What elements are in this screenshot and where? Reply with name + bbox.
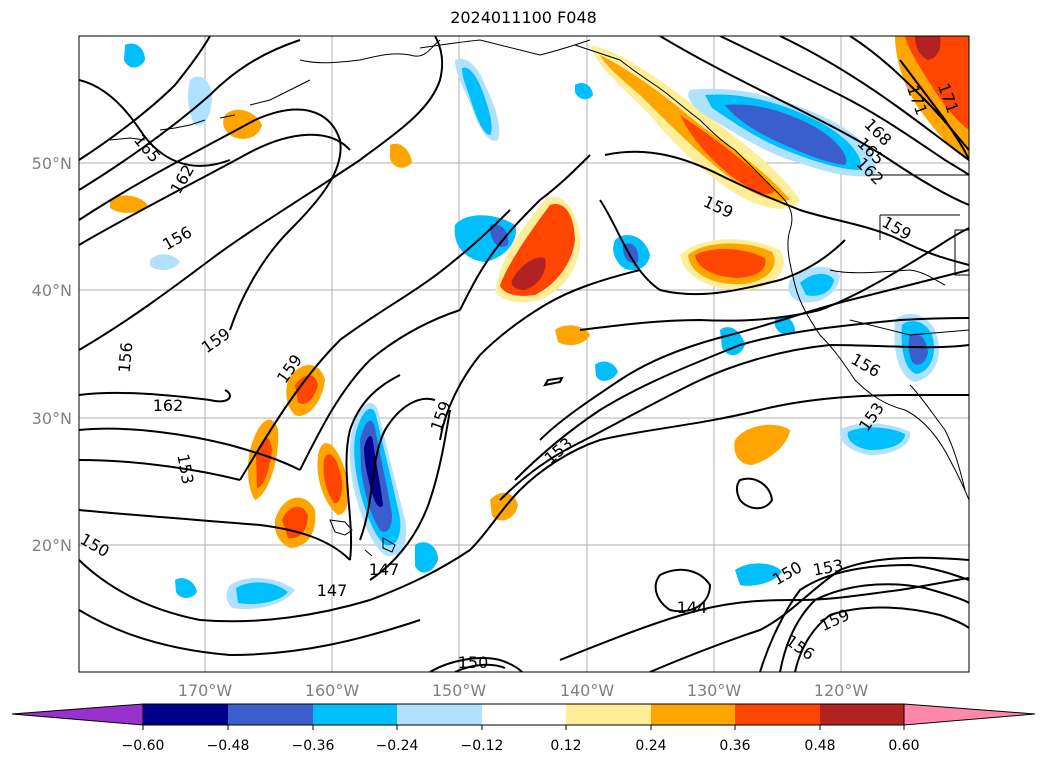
colorbar-tick-label: 0.12 — [550, 738, 581, 754]
lon-label-120w: 120°W — [814, 681, 869, 700]
longitude-labels: 170°W 160°W 150°W 140°W 130°W 120°W — [178, 681, 869, 700]
colorbar-bin — [482, 704, 566, 725]
colorbar: −0.60 −0.48 −0.36 −0.24 −0.12 0.12 0.24 … — [11, 703, 1036, 754]
contour-label: 162 — [153, 396, 184, 415]
coastlines — [109, 39, 969, 557]
lon-label-160w: 160°W — [305, 681, 360, 700]
lon-label-170w: 170°W — [178, 681, 233, 700]
colorbar-outline — [142, 703, 905, 726]
colorbar-tick-label: −0.24 — [376, 738, 419, 754]
height-contours — [79, 36, 969, 672]
colorbar-extend-min — [11, 703, 144, 726]
lon-label-140w: 140°W — [560, 681, 615, 700]
colorbar-tick-label: 0.36 — [719, 738, 750, 754]
colorbar-bin — [566, 704, 651, 725]
lat-label-20n: 20°N — [32, 536, 72, 555]
lat-label-30n: 30°N — [32, 409, 72, 428]
contour-label: 156 — [115, 341, 137, 373]
colorbar-bin — [228, 704, 313, 725]
colorbar-bin — [820, 704, 904, 725]
colorbar-tick-label: 0.60 — [888, 738, 919, 754]
colorbar-bin — [651, 704, 735, 725]
lat-label-50n: 50°N — [32, 154, 72, 173]
contour-label: 150 — [458, 653, 489, 672]
lat-label-40n: 40°N — [32, 281, 72, 300]
plot-title: 2024011100 F048 — [450, 8, 597, 27]
colorbar-bin — [397, 704, 482, 725]
colorbar-tick-label: −0.36 — [292, 738, 335, 754]
lon-label-130w: 130°W — [687, 681, 742, 700]
map-frame — [78, 35, 970, 673]
colorbar-tick-label: −0.12 — [461, 738, 504, 754]
colorbar-tick-label: 0.24 — [635, 738, 666, 754]
colorbar-tick-label: −0.60 — [122, 738, 165, 754]
colorbar-bin — [143, 704, 228, 725]
colorbar-bin — [735, 704, 820, 725]
lon-label-150w: 150°W — [432, 681, 487, 700]
contour-label: 144 — [677, 598, 708, 617]
colorbar-bin — [313, 704, 397, 725]
colorbar-tick-label: −0.48 — [207, 738, 250, 754]
colorbar-extend-max — [903, 703, 1036, 726]
contour-label: 147 — [369, 560, 400, 579]
latitude-labels: 50°N 40°N 30°N 20°N — [32, 154, 72, 555]
colorbar-tick-label: 0.48 — [804, 738, 835, 754]
contour-label: 147 — [317, 581, 348, 600]
